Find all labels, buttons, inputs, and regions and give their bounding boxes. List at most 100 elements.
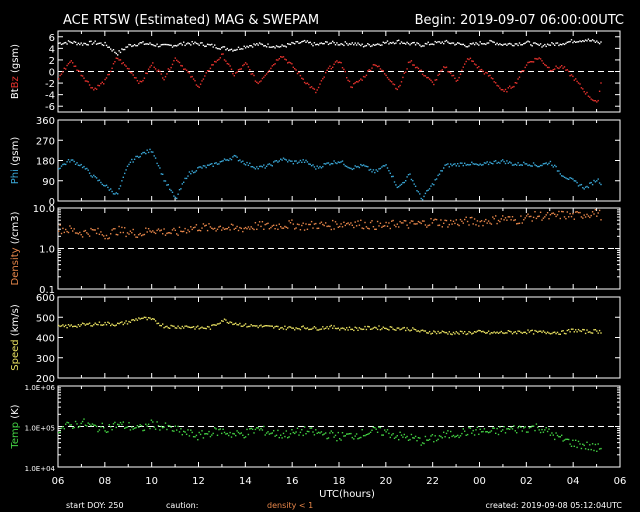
data-point-speed-367 [573, 331, 575, 333]
data-point-bt-123 [230, 48, 233, 50]
data-point-phi-167 [292, 163, 294, 165]
data-point-temp-245 [402, 436, 404, 438]
data-point-density-99 [197, 229, 199, 232]
data-point-speed-351 [551, 332, 553, 335]
data-point-bz-234 [386, 76, 389, 79]
data-point-bz-118 [223, 59, 226, 61]
data-point-bt-156 [277, 45, 279, 48]
data-point-speed-111 [214, 324, 216, 326]
data-point-temp-368 [575, 439, 577, 441]
data-point-bz-55 [135, 77, 137, 79]
data-point-density-52 [131, 232, 133, 234]
data-point-bz-201 [340, 62, 342, 64]
data-point-density-210 [353, 226, 355, 229]
data-point-speed-24 [91, 325, 94, 327]
data-point-density-372 [580, 216, 583, 218]
data-point-bz-154 [274, 63, 276, 65]
data-point-density-167 [292, 223, 294, 225]
data-point-phi-67 [152, 151, 154, 153]
data-point-bz-384 [597, 99, 599, 102]
data-point-temp-218 [364, 434, 366, 437]
data-point-phi-95 [191, 170, 193, 172]
data-point-speed-15 [79, 325, 81, 327]
data-point-speed-197 [334, 327, 337, 330]
data-point-bt-348 [546, 43, 549, 45]
data-point-phi-6 [66, 161, 68, 163]
data-point-bt-34 [105, 44, 108, 47]
data-point-temp-84 [176, 429, 178, 431]
data-point-density-363 [568, 216, 570, 218]
data-point-speed-137 [250, 324, 252, 326]
data-point-bz-302 [482, 70, 484, 72]
data-point-temp-200 [339, 438, 341, 440]
data-point-temp-270 [437, 438, 439, 441]
data-point-bt-260 [423, 45, 425, 47]
data-point-density-292 [468, 224, 470, 226]
data-point-bz-105 [205, 72, 207, 74]
y-tick-label-speed-1: 500 [36, 313, 55, 324]
data-point-density-155 [275, 224, 278, 227]
data-point-phi-166 [291, 160, 293, 162]
data-point-bz-131 [242, 64, 244, 67]
data-point-speed-293 [469, 331, 472, 334]
data-point-bt-214 [358, 43, 361, 46]
data-point-speed-281 [452, 331, 455, 334]
data-point-density-348 [546, 212, 549, 214]
data-point-density-221 [368, 228, 370, 230]
data-point-temp-75 [163, 426, 165, 428]
data-point-speed-361 [565, 333, 567, 335]
data-point-speed-290 [465, 333, 467, 336]
data-point-bz-191 [326, 69, 328, 71]
data-point-bt-366 [572, 41, 574, 44]
data-point-density-159 [281, 227, 283, 229]
data-point-temp-347 [545, 427, 547, 429]
data-point-temp-203 [343, 435, 345, 437]
data-point-bz-19 [84, 80, 87, 82]
data-point-bt-46 [122, 48, 124, 51]
data-point-speed-98 [195, 326, 198, 328]
data-point-speed-164 [288, 326, 290, 328]
data-point-bt-4 [63, 42, 65, 44]
x-tick-label-0: 06 [52, 476, 65, 487]
data-point-temp-346 [544, 429, 546, 431]
data-point-temp-56 [136, 425, 139, 427]
data-point-speed-82 [173, 325, 175, 327]
data-point-density-33 [104, 237, 106, 240]
data-point-density-236 [389, 227, 391, 230]
data-point-density-264 [428, 224, 431, 226]
data-point-speed-261 [424, 330, 427, 332]
data-point-bz-62 [145, 72, 147, 74]
data-point-speed-370 [577, 328, 580, 331]
data-point-density-87 [180, 230, 182, 232]
data-point-temp-206 [347, 433, 349, 435]
data-point-phi-360 [563, 176, 566, 178]
data-point-bt-120 [226, 47, 228, 50]
data-point-speed-8 [69, 325, 71, 327]
data-point-speed-280 [451, 333, 453, 336]
data-point-density-21 [87, 233, 89, 235]
data-point-bz-303 [483, 73, 486, 75]
data-point-bz-204 [344, 70, 346, 73]
data-point-phi-177 [306, 161, 309, 163]
data-point-speed-182 [313, 326, 316, 328]
data-point-bz-324 [513, 85, 515, 88]
data-point-phi-86 [178, 189, 181, 191]
data-point-bt-224 [372, 43, 375, 46]
data-point-phi-238 [392, 175, 394, 178]
data-point-temp-182 [313, 434, 316, 436]
data-point-density-35 [107, 238, 109, 240]
data-point-bz-184 [316, 89, 318, 91]
data-point-speed-158 [280, 327, 282, 329]
data-point-bt-115 [219, 48, 221, 50]
data-point-speed-253 [413, 328, 415, 330]
data-point-speed-243 [399, 328, 401, 331]
data-point-phi-218 [364, 165, 366, 167]
data-point-bt-59 [140, 42, 143, 44]
data-point-phi-192 [327, 162, 330, 164]
data-point-temp-6 [66, 421, 68, 424]
data-point-temp-59 [140, 425, 143, 427]
data-point-temp-195 [332, 432, 334, 434]
data-point-speed-312 [496, 331, 498, 333]
data-point-temp-227 [376, 431, 379, 433]
data-point-temp-149 [267, 431, 269, 433]
